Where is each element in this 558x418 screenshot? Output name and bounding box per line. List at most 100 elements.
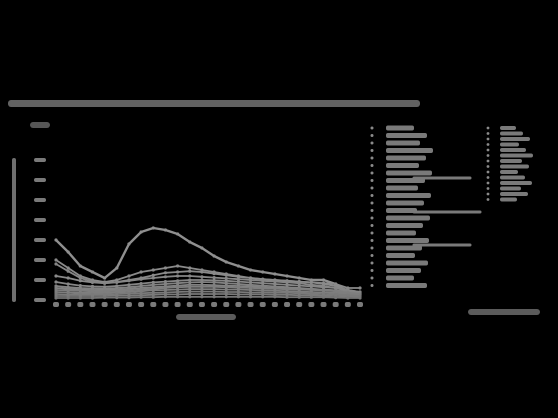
data-point <box>188 290 192 294</box>
data-point <box>151 295 155 299</box>
data-point <box>236 280 240 284</box>
series-group <box>54 226 362 300</box>
series-line <box>55 226 361 296</box>
data-point <box>200 295 204 299</box>
data-point <box>358 286 362 290</box>
data-point <box>54 238 58 242</box>
legend-marker <box>486 181 490 185</box>
data-point <box>54 280 58 284</box>
data-point <box>176 295 180 299</box>
data-point <box>224 288 228 292</box>
y-tick-label <box>34 258 46 262</box>
data-point <box>163 280 168 284</box>
data-point <box>188 269 192 273</box>
x-tick-label <box>53 302 59 307</box>
legend-label <box>386 275 414 281</box>
data-point <box>236 264 240 268</box>
data-point <box>139 230 143 234</box>
legend-marker <box>370 141 374 145</box>
data-point <box>127 283 131 287</box>
legend-label <box>386 268 421 273</box>
y-axis <box>12 158 46 302</box>
data-point <box>188 278 192 282</box>
x-tick-label <box>65 302 72 307</box>
legend-label <box>500 137 530 141</box>
data-point <box>224 279 228 283</box>
data-point <box>176 288 180 292</box>
legend-label <box>500 170 518 174</box>
data-point <box>224 276 228 280</box>
legend-marker <box>486 198 490 201</box>
data-point <box>115 266 119 270</box>
data-point <box>188 287 192 291</box>
x-tick-label <box>308 302 315 307</box>
data-point <box>261 295 265 299</box>
data-point <box>151 276 155 280</box>
data-point <box>224 295 228 299</box>
data-point <box>151 293 155 297</box>
data-point <box>54 262 58 266</box>
legend-label <box>500 175 525 180</box>
data-point <box>188 292 192 296</box>
legend-marker <box>370 216 374 220</box>
data-point <box>78 276 82 280</box>
corner-label <box>30 122 50 128</box>
data-point <box>297 284 301 288</box>
data-point <box>66 282 70 286</box>
data-point <box>200 246 204 250</box>
data-point <box>163 228 168 232</box>
data-point <box>212 292 216 296</box>
data-point <box>309 295 313 299</box>
data-point <box>188 240 192 244</box>
x-tick-label <box>113 302 120 307</box>
legend-label <box>500 148 526 152</box>
data-point <box>103 276 107 280</box>
legend-label <box>386 200 424 206</box>
legend-label <box>500 131 523 136</box>
data-point <box>273 295 277 299</box>
legend-marker <box>370 239 374 242</box>
x-tick-label <box>198 302 205 307</box>
data-point <box>309 278 313 282</box>
data-point <box>261 279 265 283</box>
data-point <box>78 264 82 268</box>
data-point <box>334 296 338 300</box>
data-point <box>151 288 155 292</box>
data-point <box>66 266 70 270</box>
x-tick-label <box>247 302 254 307</box>
legend-marker <box>370 246 374 250</box>
data-point <box>297 295 301 299</box>
data-point <box>54 258 58 262</box>
data-point <box>212 287 216 291</box>
legend-marker <box>486 143 490 146</box>
data-point <box>236 288 240 292</box>
data-point <box>224 260 228 264</box>
data-point <box>163 271 168 275</box>
x-tick-label <box>162 302 169 307</box>
data-point <box>176 270 180 274</box>
series-line <box>56 293 361 298</box>
legend-marker <box>370 171 374 175</box>
data-point <box>261 270 265 274</box>
x-tick-label <box>296 302 303 307</box>
legend-marker <box>486 132 490 135</box>
data-point <box>127 296 131 300</box>
data-point <box>261 281 265 285</box>
data-point <box>139 295 143 299</box>
legend-label <box>386 185 418 191</box>
legend-marker <box>370 179 374 182</box>
legend-marker <box>370 201 374 205</box>
legend-label <box>500 186 521 191</box>
x-tick-label <box>150 302 157 307</box>
data-point <box>78 284 82 288</box>
data-point <box>200 270 204 274</box>
legend-label <box>500 153 533 158</box>
data-point <box>151 226 155 230</box>
legend-right <box>486 126 533 202</box>
legend-marker <box>370 261 374 265</box>
legend-left <box>370 125 482 288</box>
legend-marker <box>486 187 490 190</box>
x-tick-label <box>271 302 278 307</box>
data-point <box>115 296 119 300</box>
data-point <box>273 272 277 276</box>
